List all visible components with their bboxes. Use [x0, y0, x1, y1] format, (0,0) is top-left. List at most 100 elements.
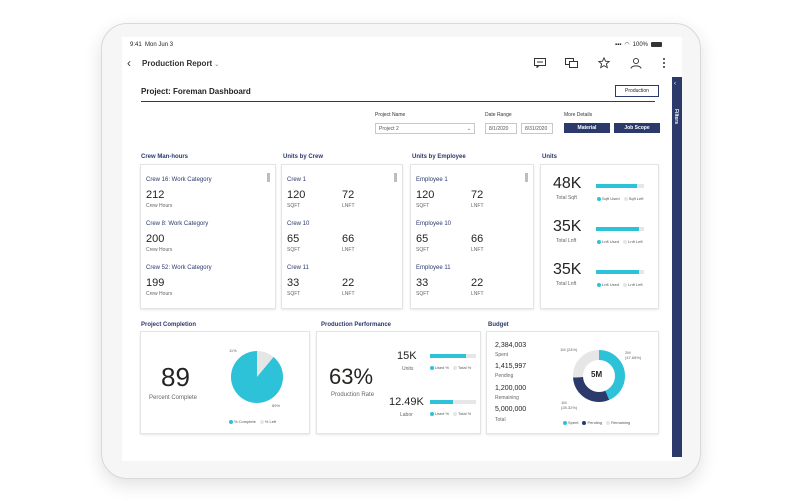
legend-total: Total %	[453, 365, 471, 370]
legend-used: Sqft Used	[597, 196, 620, 201]
pie-complete-slice[interactable]	[231, 351, 283, 403]
perf-units-value: 15K	[397, 350, 417, 362]
scrollbar[interactable]	[267, 173, 270, 182]
completion-pie[interactable]	[229, 349, 285, 405]
budget-legend: Spent Pending Remaining	[563, 420, 630, 425]
completion-legend: % Complete% Left	[229, 419, 276, 424]
crew-manhours-card[interactable]: Crew 16: Work Category 212 Crew Hours Cr…	[140, 164, 276, 309]
donut-slice-remaining[interactable]	[573, 350, 625, 402]
units-by-crew-card[interactable]: Crew 1 120 SQFT 72 LNFT Crew 10 65 SQFT …	[281, 164, 403, 309]
list-item-value: 199	[146, 277, 165, 289]
lnft-unit: LNFT	[471, 291, 484, 297]
status-right: ▪▪▪ ◠ 100%	[615, 41, 662, 48]
report-canvas: Project: Foreman Dashboard Production Pr…	[136, 77, 664, 461]
budget-title: Budget	[488, 322, 509, 328]
list-item-value: 200	[146, 233, 165, 245]
crew-manhours-title: Crew Man-hours	[141, 154, 189, 160]
tablet-screen: 9:41 Mon Jun 3 ▪▪▪ ◠ 100% ‹ Production R…	[122, 37, 682, 461]
production-rate-label: Production Rate	[331, 392, 375, 398]
chevron-left-icon[interactable]: ‹	[674, 81, 676, 87]
chevron-down-icon: ⌄	[466, 126, 471, 132]
list-item-name: Employee 10	[416, 221, 452, 227]
production-rate-value: 63%	[329, 364, 374, 389]
perf-labor-fill	[430, 400, 453, 404]
production-performance-card: 63% Production Rate 15K Units Used % Tota…	[316, 331, 481, 434]
budget-donut[interactable]	[571, 348, 627, 404]
date-from-input[interactable]: 8/1/2020	[485, 123, 517, 134]
status-time: 9:41 Mon Jun 3	[130, 42, 174, 48]
units-kpi-label: Total Sqft	[556, 195, 577, 201]
budget-remaining-label: Remaining	[495, 395, 519, 401]
filters-label: Filters	[673, 109, 679, 125]
sqft-unit: SQFT	[287, 291, 301, 297]
list-item-unit: Crew Hours	[146, 247, 173, 253]
legend-left: Lnft Left	[623, 282, 643, 287]
list-item-name: Crew 1	[287, 177, 307, 183]
job-scope-button[interactable]: Job Scope	[614, 123, 660, 133]
production-button[interactable]: Production	[615, 85, 659, 97]
list-item-name: Employee 11	[416, 265, 451, 271]
battery-percent: 100%	[632, 41, 648, 48]
legend-used: Used %	[430, 365, 449, 370]
legend-used: Lnft Used	[597, 282, 619, 287]
list-item-unit: Crew Hours	[146, 291, 173, 297]
sqft-unit: SQFT	[416, 247, 430, 253]
back-icon[interactable]: ‹	[127, 56, 131, 70]
lnft-unit: LNFT	[342, 291, 355, 297]
budget-total-label: Total	[495, 417, 506, 423]
legend-remaining: Remaining	[606, 420, 630, 425]
legend-spent: Spent	[563, 420, 578, 425]
favorite-star-icon[interactable]	[596, 55, 612, 71]
list-item-name: Crew 10	[287, 221, 310, 227]
perf-labor-track	[430, 400, 476, 404]
sqft-value: 65	[416, 233, 429, 245]
units-by-employee-title: Units by Employee	[412, 154, 466, 160]
lnft-value: 72	[342, 189, 355, 201]
legend-pending: Pending	[582, 420, 602, 425]
material-button[interactable]: Material	[564, 123, 610, 133]
units-kpi-label: Total Lnft	[556, 238, 577, 244]
scrollbar[interactable]	[394, 173, 397, 182]
more-options-icon[interactable]	[656, 55, 672, 71]
pie-left-label: 11%	[229, 348, 237, 353]
lnft-value: 72	[471, 189, 484, 201]
sqft-value: 65	[287, 233, 300, 245]
donut-slice-pending[interactable]	[573, 350, 625, 402]
list-item-name: Employee 1	[416, 177, 448, 183]
lnft-unit: LNFT	[471, 247, 484, 253]
date-to-input[interactable]: 8/31/2020	[521, 123, 553, 134]
report-title-dropdown[interactable]: Production Report ⌄	[142, 59, 220, 68]
perf-labor-label: Labor	[400, 412, 413, 418]
project-name-value: Project 2	[379, 125, 399, 132]
conversation-icon[interactable]	[563, 55, 579, 71]
slice-label-pending: 1M (28.32%)	[561, 400, 578, 410]
perf-units-label: Units	[402, 366, 414, 372]
units-legend: Lnft Used Lnft Left	[597, 282, 643, 287]
perf-labor-value: 12.49K	[389, 396, 424, 408]
completion-label: Percent Complete	[149, 395, 198, 401]
legend-complete: % Complete	[229, 419, 256, 424]
units-bar-fill	[596, 227, 640, 231]
project-name-dropdown[interactable]: Project 2 ⌄	[375, 123, 475, 134]
comment-icon[interactable]	[532, 55, 548, 71]
list-item-name: Crew 11	[287, 265, 309, 271]
units-by-employee-card[interactable]: Employee 1 120 SQFT 72 LNFT Employee 10 …	[410, 164, 534, 309]
sqft-unit: SQFT	[287, 247, 301, 253]
project-completion-card: 89 Percent Complete 11% 89% % Complete% …	[140, 331, 310, 434]
sqft-unit: SQFT	[416, 291, 430, 297]
perf-labor-legend: Used % Total %	[430, 411, 471, 416]
scrollbar[interactable]	[525, 173, 528, 182]
person-icon[interactable]	[628, 55, 644, 71]
filters-pane[interactable]: ‹ Filters	[672, 77, 682, 457]
budget-spent-label: Spent	[495, 352, 509, 358]
battery-icon	[651, 42, 662, 47]
signal-icon: ▪▪▪	[615, 41, 622, 48]
legend-left: % Left	[259, 419, 276, 424]
list-item-unit: Crew Hours	[146, 203, 173, 209]
budget-pending-label: Pending	[495, 373, 514, 379]
perf-units-track	[430, 354, 476, 358]
units-kpi-label: Total Lnft	[556, 281, 577, 287]
units-card: 48K Total Sqft Sqft Used Sqft Left 35K To…	[540, 164, 659, 309]
legend-left: Lnft Left	[623, 239, 643, 244]
budget-remaining-value: 1,200,000	[495, 385, 527, 392]
